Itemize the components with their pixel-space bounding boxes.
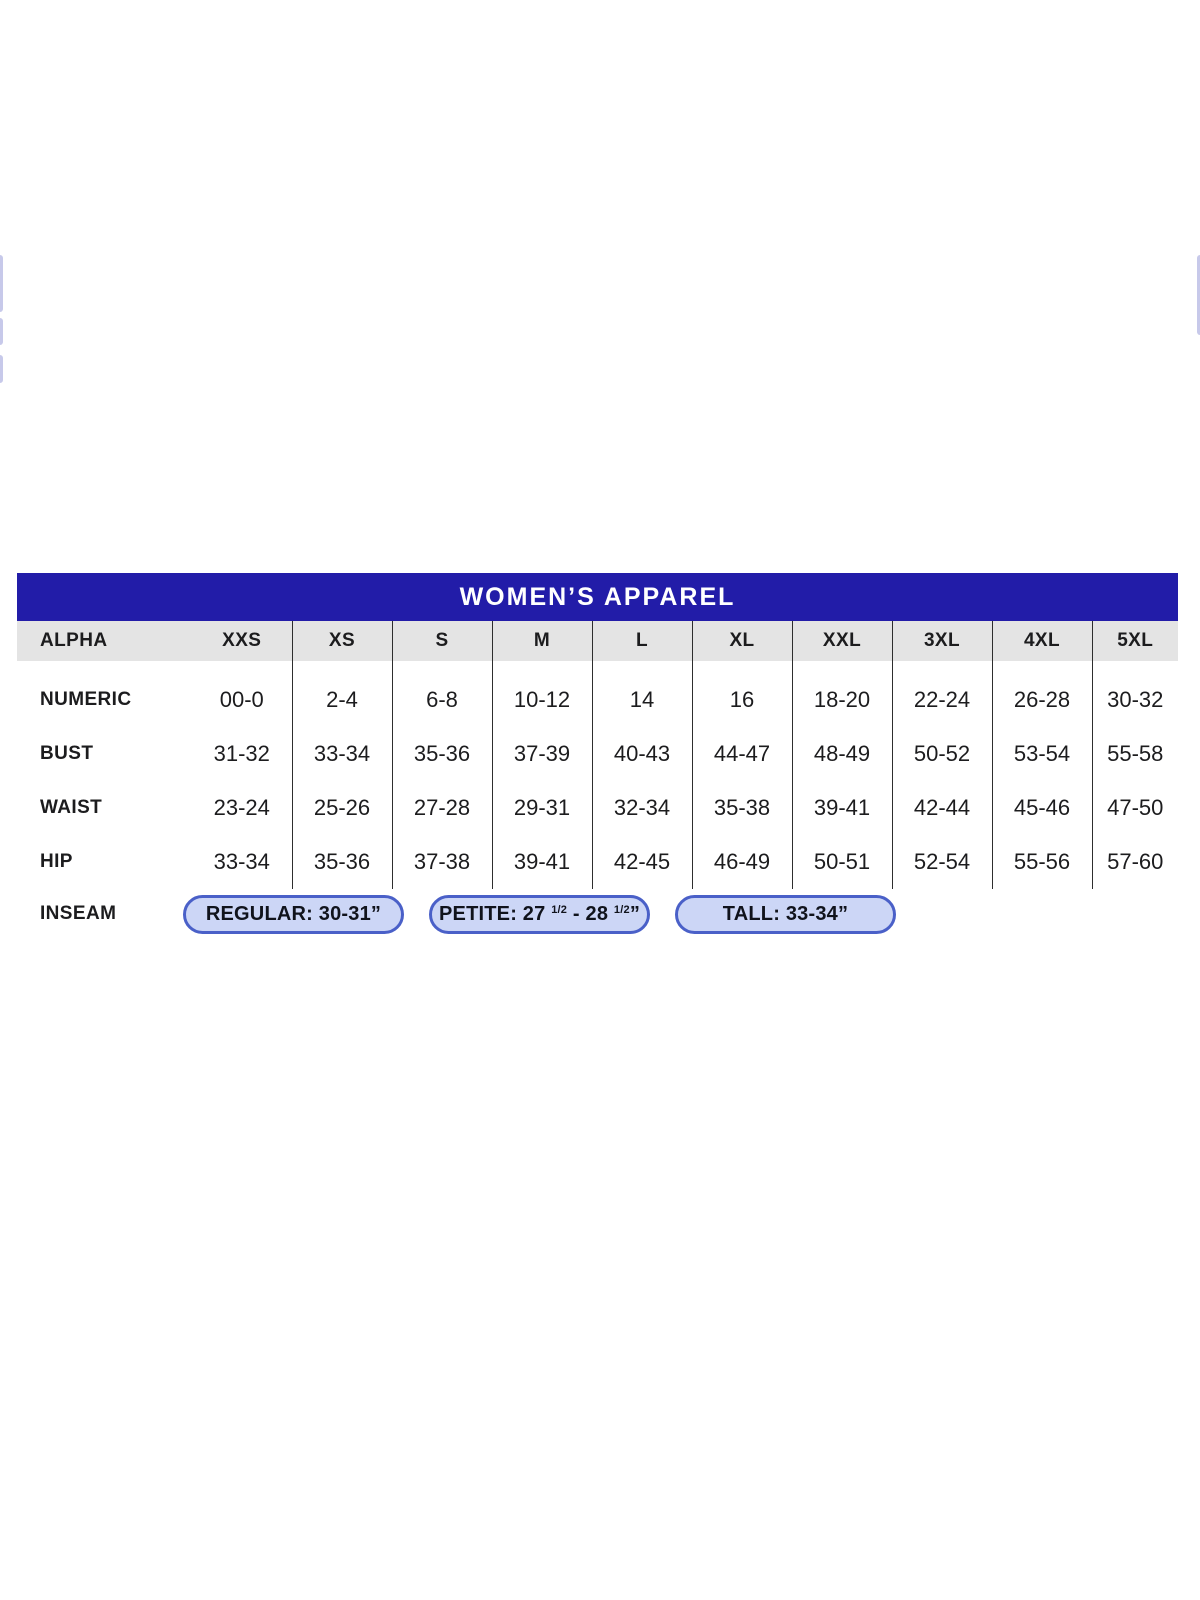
inseam-pills: REGULAR: 30-31” PETITE: 27 1/2 - 28 1/2” T… <box>183 894 896 934</box>
inseam-pill-petite: PETITE: 27 1/2 - 28 1/2” <box>429 894 650 934</box>
size-value-cell: 2-4 <box>291 661 392 727</box>
edge-fragment-right-1 <box>1197 255 1200 335</box>
size-value-cell: 30-32 <box>1091 661 1178 727</box>
column-header-size: XXS <box>222 630 262 651</box>
inseam-pill-regular: REGULAR: 30-31” <box>183 894 404 934</box>
size-value-cell: 39-41 <box>491 835 592 889</box>
size-value-cell: 37-39 <box>491 727 592 781</box>
edge-fragment-left-2 <box>0 318 3 345</box>
size-value-cell: 10-12 <box>491 661 592 727</box>
size-value-cell: 50-52 <box>891 727 992 781</box>
size-value-cell: 52-54 <box>891 835 992 889</box>
size-table-body: NUMERIC 00-0 2-4 6-8 10-12 14 16 18-20 22-24 26-2… <box>17 661 1178 889</box>
size-value-cell: 33-34 <box>291 727 392 781</box>
size-value-cell: 50-51 <box>791 835 892 889</box>
size-value-cell: 14 <box>591 661 692 727</box>
size-value-cell: 42-44 <box>891 781 992 835</box>
pill-text: REGULAR: 30-31” <box>205 902 382 925</box>
size-chart-title-bar: WOMEN’S APPAREL <box>17 573 1178 621</box>
size-value-cell: 23-24 <box>213 795 270 820</box>
size-value-cell: 48-49 <box>791 727 892 781</box>
size-value-cell: 26-28 <box>991 661 1092 727</box>
column-header-size: M <box>491 621 592 661</box>
table-row: BUST 31-32 33-34 35-36 37-39 40-43 44-47 48-49 5… <box>17 727 1178 781</box>
row-label: HIP <box>40 851 73 872</box>
size-value-cell: 45-46 <box>991 781 1092 835</box>
size-value-cell: 40-43 <box>591 727 692 781</box>
size-value-cell: 53-54 <box>991 727 1092 781</box>
size-value-cell: 18-20 <box>791 661 892 727</box>
size-value-cell: 32-34 <box>591 781 692 835</box>
size-value-cell: 27-28 <box>391 781 492 835</box>
size-value-cell: 35-36 <box>391 727 492 781</box>
column-header-size: 3XL <box>891 621 992 661</box>
size-value-cell: 47-50 <box>1091 781 1178 835</box>
size-value-cell: 46-49 <box>691 835 792 889</box>
edge-fragment-left-3 <box>0 355 3 383</box>
pill-fraction: 1/2 <box>613 903 630 916</box>
column-header-size: 5XL <box>1091 621 1178 661</box>
pill-fraction: 1/2 <box>551 903 568 916</box>
size-value-cell: 39-41 <box>791 781 892 835</box>
size-value-cell: 16 <box>691 661 792 727</box>
size-value-cell: 35-36 <box>291 835 392 889</box>
column-header-size: L <box>591 621 692 661</box>
table-row: HIP 33-34 35-36 37-38 39-41 42-45 46-49 50-51 52… <box>17 835 1178 889</box>
inseam-row-label: INSEAM <box>40 903 117 924</box>
inseam-pill-tall: TALL: 33-34” <box>675 894 896 934</box>
column-header-size: XL <box>691 621 792 661</box>
size-table: ALPHA XXS XS S M L XL XXL 3XL 4XL 5XL NUMERIC 00-0 2… <box>17 621 1178 889</box>
pill-text: - 28 <box>567 902 614 925</box>
inseam-row: INSEAM REGULAR: 30-31” PETITE: 27 1/2 - 2… <box>17 889 1178 939</box>
size-value-cell: 35-38 <box>691 781 792 835</box>
edge-fragment-left-1 <box>0 255 3 312</box>
size-value-cell: 37-38 <box>391 835 492 889</box>
column-header-size: 4XL <box>991 621 1092 661</box>
column-header-size: XS <box>291 621 392 661</box>
size-value-cell: 55-56 <box>991 835 1092 889</box>
size-value-cell: 00-0 <box>219 687 264 712</box>
size-value-cell: 29-31 <box>491 781 592 835</box>
row-label: BUST <box>40 743 94 764</box>
row-label: NUMERIC <box>40 689 132 710</box>
size-value-cell: 25-26 <box>291 781 392 835</box>
column-header-alpha: ALPHA <box>40 630 108 651</box>
pill-text: PETITE: 27 <box>438 902 552 925</box>
size-value-cell: 42-45 <box>591 835 692 889</box>
row-label: WAIST <box>40 797 103 818</box>
size-value-cell: 33-34 <box>213 849 270 874</box>
size-value-cell: 57-60 <box>1091 835 1178 889</box>
size-table-header-row: ALPHA XXS XS S M L XL XXL 3XL 4XL 5XL <box>17 621 1178 661</box>
size-value-cell: 44-47 <box>691 727 792 781</box>
size-value-cell: 31-32 <box>213 741 270 766</box>
size-value-cell: 22-24 <box>891 661 992 727</box>
size-value-cell: 55-58 <box>1091 727 1178 781</box>
table-row: WAIST 23-24 25-26 27-28 29-31 32-34 35-38 39-41… <box>17 781 1178 835</box>
size-value-cell: 6-8 <box>391 661 492 727</box>
pill-text: TALL: 33-34” <box>722 902 849 925</box>
pill-text: ” <box>629 902 641 925</box>
column-header-size: XXL <box>791 621 892 661</box>
column-header-size: S <box>391 621 492 661</box>
size-chart-title: WOMEN’S APPAREL <box>459 582 736 611</box>
table-row: NUMERIC 00-0 2-4 6-8 10-12 14 16 18-20 22-24 26-2… <box>17 661 1178 727</box>
size-chart: WOMEN’S APPAREL ALPHA XXS XS S M L XL XXL 3XL 4XL… <box>17 573 1178 939</box>
